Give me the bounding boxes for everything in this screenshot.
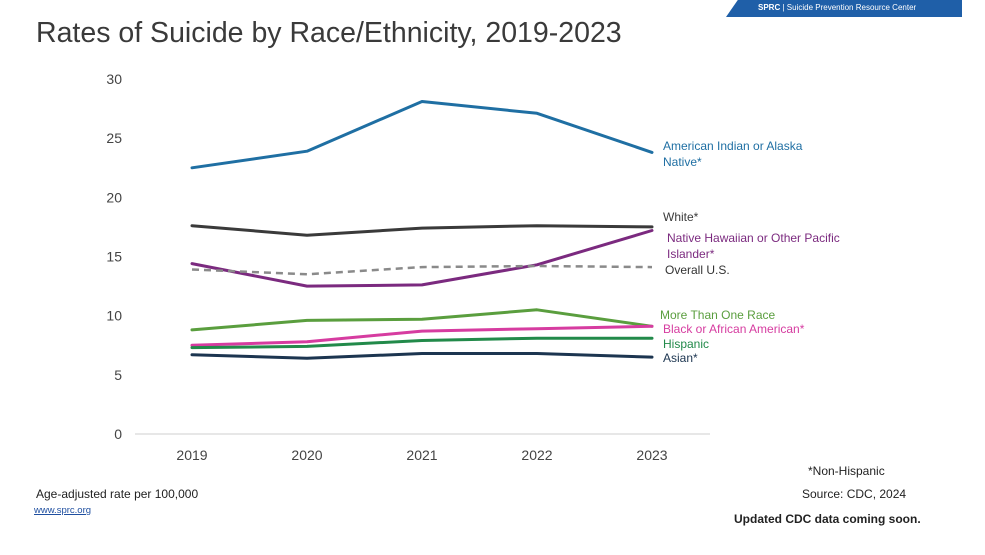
x-tick-label: 2023 — [636, 447, 667, 463]
y-tick-label: 30 — [106, 71, 122, 87]
series-label: More Than One Race — [660, 308, 775, 322]
x-tick-label: 2021 — [406, 447, 437, 463]
series-label: American Indian or Alaska Native* — [663, 139, 803, 169]
website-link[interactable]: www.sprc.org — [34, 505, 92, 516]
series-line — [190, 324, 654, 347]
brand-banner: SPRC | Suicide Prevention Resource Cente… — [726, 0, 962, 17]
y-tick-label: 25 — [106, 130, 122, 146]
series-label: Hispanic — [663, 337, 709, 351]
update-note: Updated CDC data coming soon. — [734, 512, 921, 526]
y-axis-note: Age-adjusted rate per 100,000 — [36, 487, 199, 501]
footnote: *Non-Hispanic — [808, 464, 885, 478]
chart-series-labels: American Indian or Alaska Native* White* Na… — [660, 139, 840, 365]
y-tick-label: 20 — [106, 189, 122, 205]
series-label: Native Hawaiian or Other Pacific Islander… — [667, 231, 840, 261]
brand-abbr: SPRC — [758, 3, 781, 12]
y-tick-label: 10 — [106, 308, 122, 324]
series-line — [191, 264, 653, 276]
series-line — [190, 224, 654, 237]
source-note: Source: CDC, 2024 — [802, 487, 907, 501]
series-label: Black or African American* — [663, 322, 805, 336]
x-tick-label: 2020 — [291, 447, 322, 463]
chart-series — [190, 100, 654, 360]
series-line — [190, 336, 654, 350]
series-label: Overall U.S. — [665, 263, 730, 277]
y-tick-label: 5 — [114, 367, 122, 383]
series-line — [190, 308, 654, 332]
series-line — [190, 352, 654, 360]
series-line — [190, 229, 654, 288]
y-tick-label: 15 — [106, 249, 122, 265]
brand-name: Suicide Prevention Resource Center — [786, 3, 917, 12]
series-line — [190, 100, 654, 170]
x-tick-label: 2019 — [176, 447, 207, 463]
page-title: Rates of Suicide by Race/Ethnicity, 2019… — [36, 17, 622, 49]
series-label: White* — [663, 210, 699, 224]
x-tick-label: 2022 — [521, 447, 552, 463]
chart-axes: 0 5 10 15 20 25 30 2019 2020 2021 2022 2023 — [106, 71, 710, 463]
brand-separator: | — [782, 3, 785, 12]
y-tick-label: 0 — [114, 426, 122, 442]
series-label: Asian* — [663, 351, 698, 365]
